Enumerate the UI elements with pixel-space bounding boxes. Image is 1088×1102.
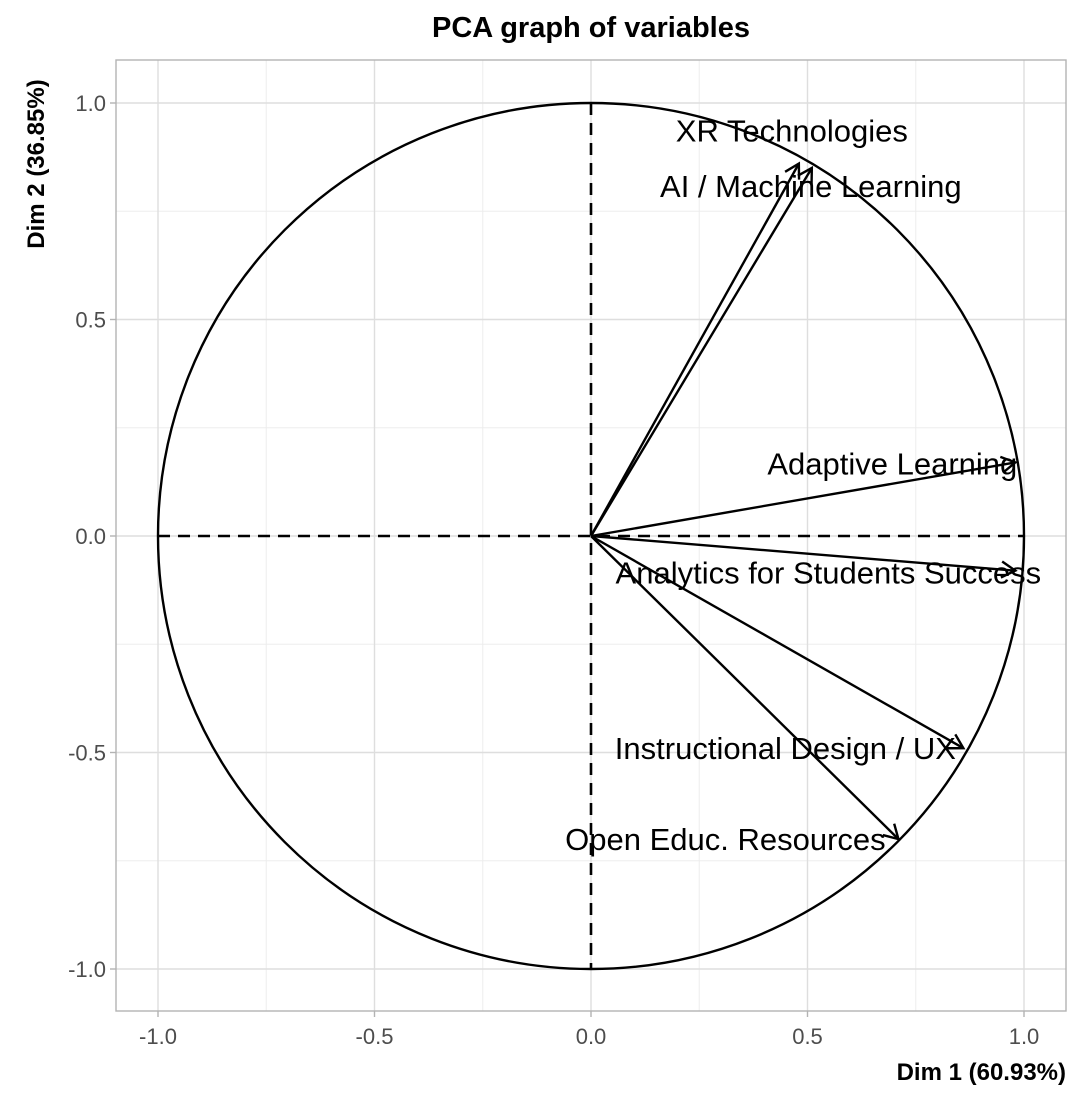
y-tick-label: 0.0	[75, 524, 106, 549]
y-tick-label: -1.0	[68, 957, 106, 982]
variable-arrow	[590, 461, 1016, 538]
y-tick-label: -0.5	[68, 741, 106, 766]
variable-arrow	[589, 167, 813, 537]
variable-label: AI / Machine Learning	[660, 169, 962, 204]
y-tick-label: 0.5	[75, 308, 106, 333]
arrow-head	[999, 455, 1018, 474]
variable-arrow	[589, 163, 800, 537]
arrow-head	[797, 165, 814, 184]
correlation-circle	[156, 101, 1026, 971]
chart-title: PCA graph of variables	[432, 12, 750, 44]
reference-lines	[158, 103, 1024, 969]
arrow-head	[947, 733, 966, 750]
variable-label: Open Educ. Resources	[565, 822, 886, 857]
y-tick-label: 1.0	[75, 91, 106, 116]
variable-label: Adaptive Learning	[767, 446, 1017, 481]
x-tick-label: 0.0	[576, 1024, 607, 1049]
x-tick-label: 0.5	[792, 1024, 823, 1049]
variable-arrow	[590, 534, 1016, 572]
y-axis-title: Dim 2 (36.85%)	[23, 79, 50, 248]
variable-arrows	[589, 161, 1018, 841]
variable-label: Instructional Design / UX	[615, 731, 956, 766]
variable-label: XR Technologies	[676, 114, 908, 149]
variable-labels: XR Technologies AI / Machine Learning Adap…	[565, 114, 1041, 857]
variable-arrow	[590, 534, 964, 750]
axis-ticks: -1.0 -0.5 0.0 0.5 1.0 -1.0 -0.5 0.0 0.5 1.0	[68, 91, 1039, 1049]
x-tick-label: -0.5	[356, 1024, 394, 1049]
variable-arrow	[590, 535, 900, 840]
x-tick-label: 1.0	[1009, 1024, 1040, 1049]
arrow-head	[1000, 560, 1018, 579]
arrow-head	[882, 823, 901, 841]
x-tick-label: -1.0	[139, 1024, 177, 1049]
x-axis-title: Dim 1 (60.93%)	[897, 1059, 1066, 1086]
variable-label: Analytics for Students Success	[616, 556, 1042, 591]
